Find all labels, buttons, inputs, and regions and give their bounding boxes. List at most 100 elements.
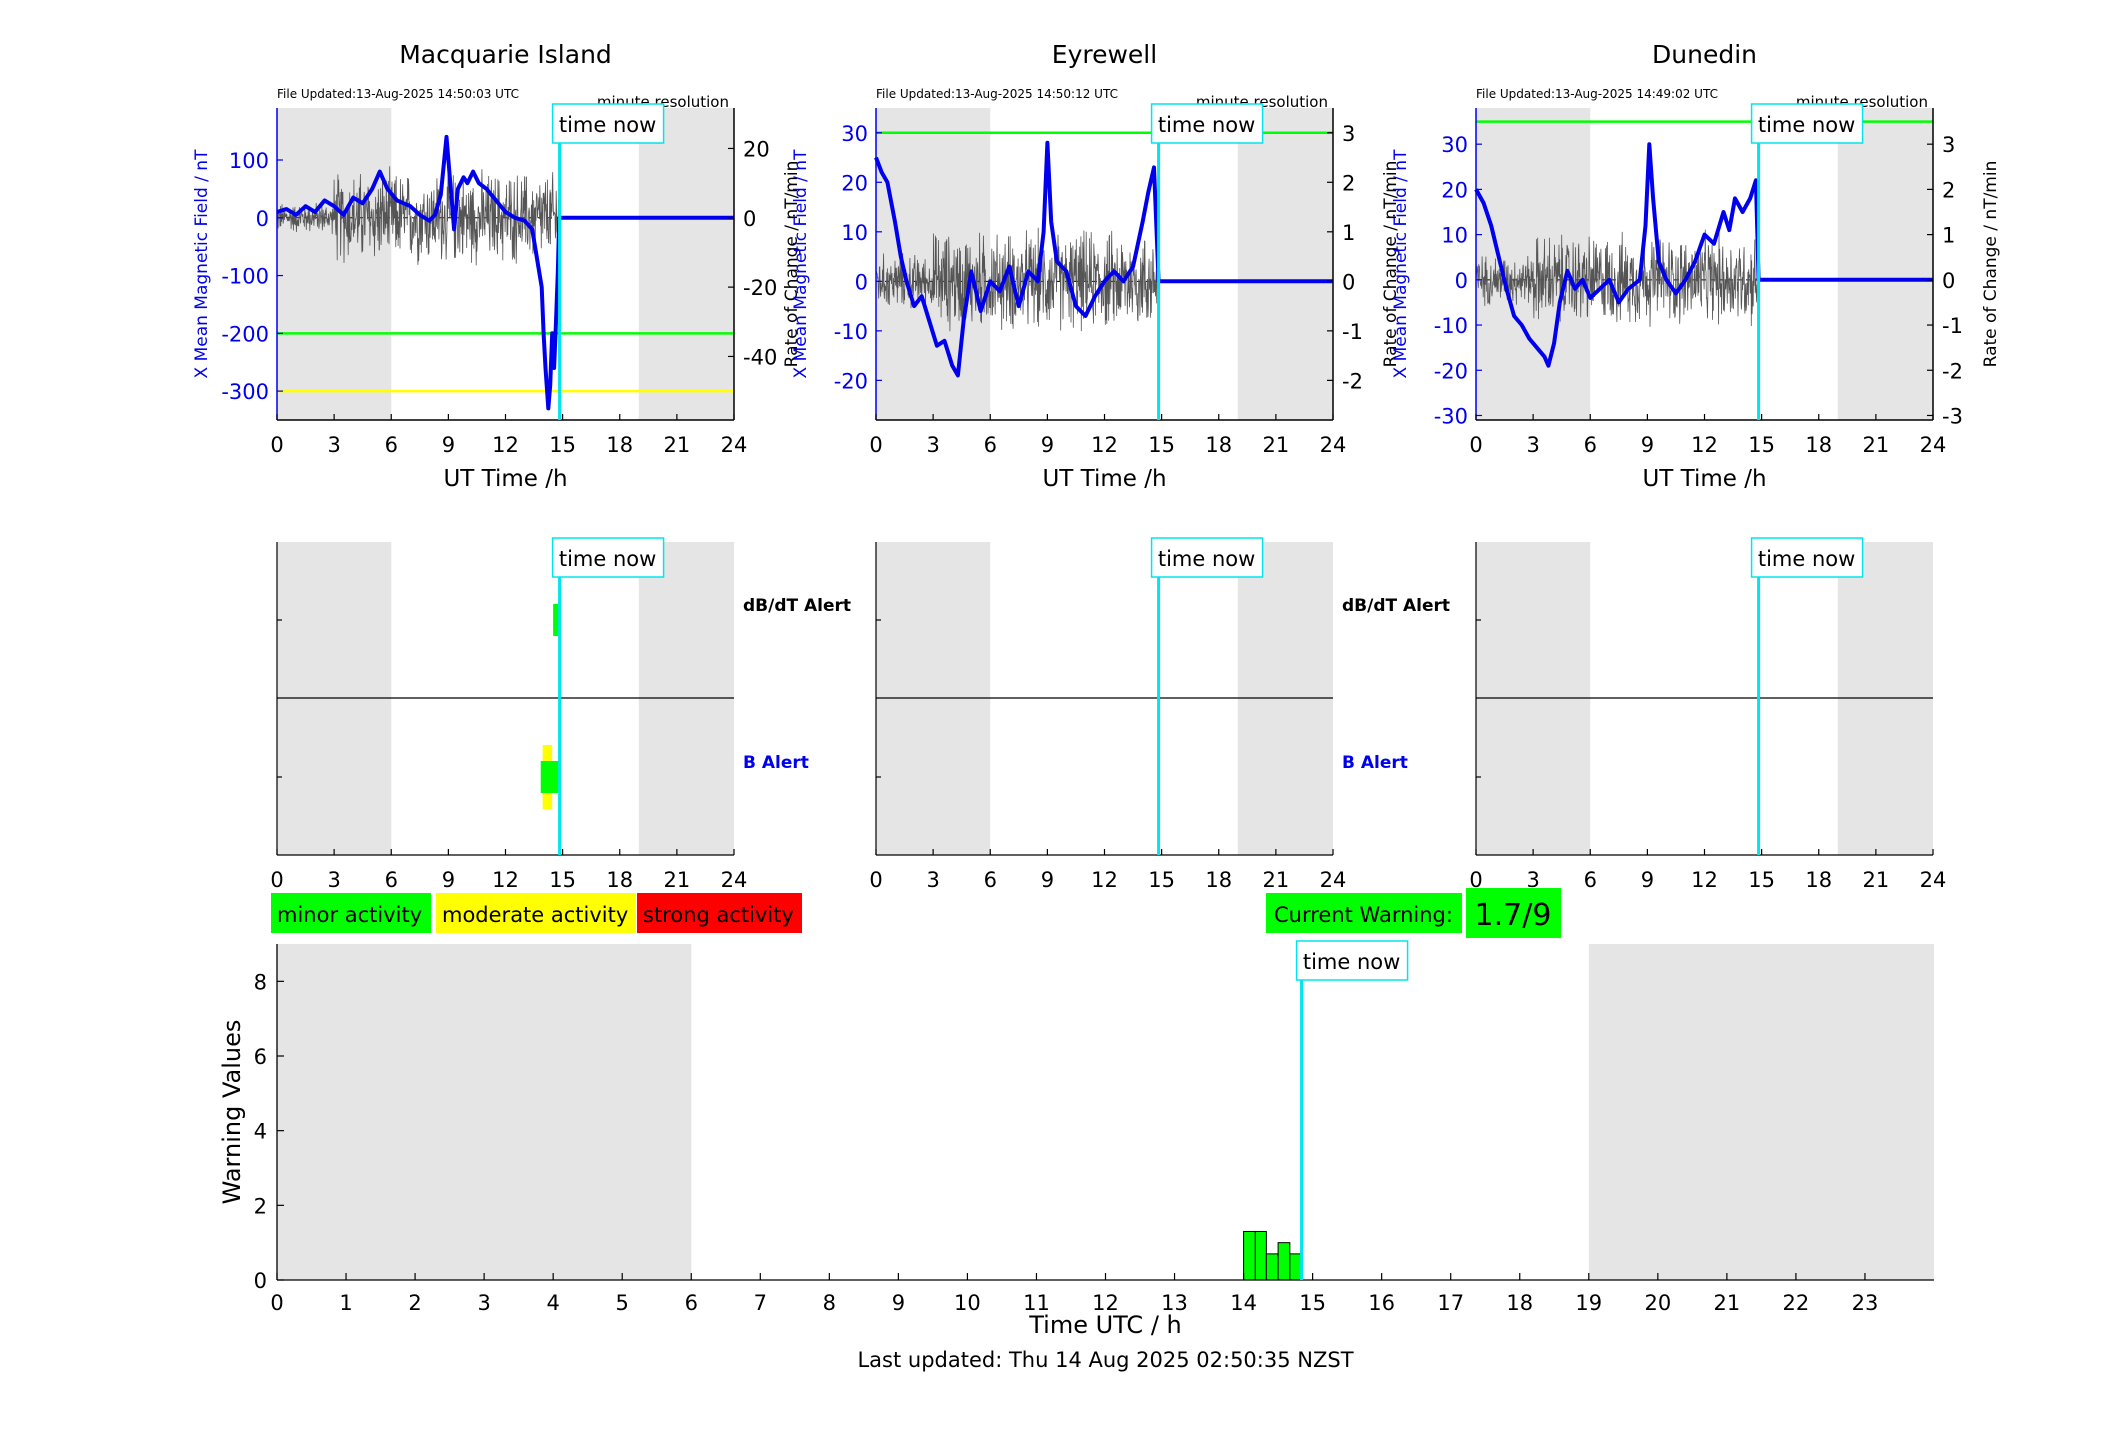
x-tick-label: 21 <box>1263 433 1290 457</box>
warning-x-tick-label: 13 <box>1161 1291 1188 1315</box>
x-tick-label: 24 <box>1320 433 1347 457</box>
x-tick-label: 18 <box>1205 868 1232 892</box>
warning-bar <box>1243 1230 1256 1281</box>
time-now-label: time now <box>559 547 656 571</box>
legend-label: minor activity <box>277 903 422 927</box>
file-updated-text: File Updated:13-Aug-2025 14:50:12 UTC <box>876 87 1118 101</box>
warning-x-tick-label: 15 <box>1299 1291 1326 1315</box>
x-tick-label: 3 <box>926 433 939 457</box>
current-warning-value: 1.7/9 <box>1475 898 1552 933</box>
x-tick-label: 3 <box>926 868 939 892</box>
rate-of-change-line <box>276 166 560 266</box>
x-tick-label: 9 <box>1641 433 1654 457</box>
x-tick-label: 9 <box>1041 868 1054 892</box>
x-tick-label: 21 <box>664 868 691 892</box>
x-tick-label: 21 <box>1863 868 1890 892</box>
time-now-box <box>1150 103 1264 144</box>
magnetic-field-line <box>1474 142 1933 368</box>
warning-x-tick-label: 0 <box>270 1291 283 1315</box>
warning-x-axis-label: Time UTC / h <box>1028 1311 1182 1339</box>
x-tick-label: 15 <box>549 433 576 457</box>
right-tick-label: 0 <box>743 207 756 231</box>
left-axis-label: X Mean Magnetic Field / nT <box>791 149 811 379</box>
left-tick-label: -100 <box>221 265 269 289</box>
left-tick-label: 100 <box>229 149 269 173</box>
x-tick-label: 15 <box>1748 433 1775 457</box>
warning-y-tick-label: 2 <box>254 1194 267 1218</box>
x-tick-label: 9 <box>442 433 455 457</box>
x-tick-label: 18 <box>1205 433 1232 457</box>
x-tick-label: 15 <box>1148 868 1175 892</box>
warning-x-tick-label: 18 <box>1506 1291 1533 1315</box>
warning-x-tick-label: 19 <box>1575 1291 1602 1315</box>
time-now-label: time now <box>1158 547 1255 571</box>
warning-x-tick-label: 1 <box>339 1291 352 1315</box>
warning-x-tick-label: 14 <box>1230 1291 1257 1315</box>
x-tick-label: 15 <box>549 868 576 892</box>
warning-x-tick-label: 22 <box>1783 1291 1810 1315</box>
x-tick-label: 24 <box>721 868 748 892</box>
x-tick-label: 3 <box>327 433 340 457</box>
file-updated-text: File Updated:13-Aug-2025 14:49:02 UTC <box>1476 87 1718 101</box>
dbdt-alert-label: dB/dT Alert <box>1342 596 1450 616</box>
warning-x-tick-label: 17 <box>1437 1291 1464 1315</box>
last-updated-text: Last updated: Thu 14 Aug 2025 02:50:35 N… <box>857 1348 1353 1372</box>
time-now-label: time now <box>559 113 656 137</box>
legend-label: strong activity <box>643 903 794 927</box>
x-tick-label: 24 <box>721 433 748 457</box>
time-now-box <box>551 103 665 144</box>
x-tick-label: 9 <box>442 868 455 892</box>
left-tick-label: 0 <box>256 207 269 231</box>
x-tick-label: 6 <box>984 868 997 892</box>
x-tick-label: 12 <box>1691 433 1718 457</box>
left-tick-label: -20 <box>1434 359 1468 383</box>
x-tick-label: 3 <box>1526 868 1539 892</box>
right-tick-label: 2 <box>1942 178 1955 202</box>
x-tick-label: 12 <box>1091 433 1118 457</box>
left-tick-label: -30 <box>1434 404 1468 428</box>
warning-y-tick-label: 6 <box>254 1045 267 1069</box>
x-tick-label: 12 <box>1091 868 1118 892</box>
warning-bar <box>1265 1253 1279 1281</box>
warning-y-tick-label: 8 <box>254 970 267 994</box>
right-tick-label: 0 <box>1342 270 1355 294</box>
warning-bar <box>1277 1242 1291 1281</box>
left-tick-label: 10 <box>1441 224 1468 248</box>
magnetic-field-line <box>276 134 734 411</box>
warning-x-tick-label: 11 <box>1023 1291 1050 1315</box>
x-tick-label: 6 <box>385 433 398 457</box>
night-shade <box>277 108 392 420</box>
right-tick-label: 0 <box>1942 269 1955 293</box>
time-now-label: time now <box>1758 547 1855 571</box>
night-shade <box>1237 108 1333 420</box>
x-tick-label: 12 <box>492 868 519 892</box>
legend-label: moderate activity <box>442 903 628 927</box>
x-tick-label: 18 <box>606 868 633 892</box>
x-tick-label: 0 <box>270 868 283 892</box>
warning-x-tick-label: 5 <box>616 1291 629 1315</box>
station-title: Macquarie Island <box>399 40 612 69</box>
right-tick-label: -2 <box>1942 359 1963 383</box>
warning-x-tick-label: 6 <box>685 1291 698 1315</box>
left-axis-label: X Mean Magnetic Field / nT <box>1391 149 1411 379</box>
night-shade <box>1588 944 1934 1280</box>
left-tick-label: -300 <box>221 380 269 404</box>
right-tick-label: 1 <box>1942 224 1955 248</box>
time-now-label: time now <box>1758 113 1855 137</box>
x-tick-label: 0 <box>1469 433 1482 457</box>
x-tick-label: 18 <box>1805 868 1832 892</box>
right-tick-label: -1 <box>1942 314 1963 338</box>
night-shade <box>1837 108 1933 420</box>
warning-x-tick-label: 3 <box>477 1291 490 1315</box>
dbdt-alert-label: dB/dT Alert <box>743 596 851 616</box>
time-now-box <box>1150 537 1264 578</box>
x-tick-label: 6 <box>1584 868 1597 892</box>
x-tick-label: 24 <box>1920 868 1947 892</box>
rate-of-change-line <box>1475 229 1759 327</box>
right-axis-label: Rate of Change / nT/min <box>1981 161 2001 368</box>
warning-x-tick-label: 7 <box>754 1291 767 1315</box>
warning-bar <box>1289 1253 1302 1281</box>
warning-x-tick-label: 20 <box>1644 1291 1671 1315</box>
x-tick-label: 6 <box>984 433 997 457</box>
x-tick-label: 21 <box>1863 433 1890 457</box>
